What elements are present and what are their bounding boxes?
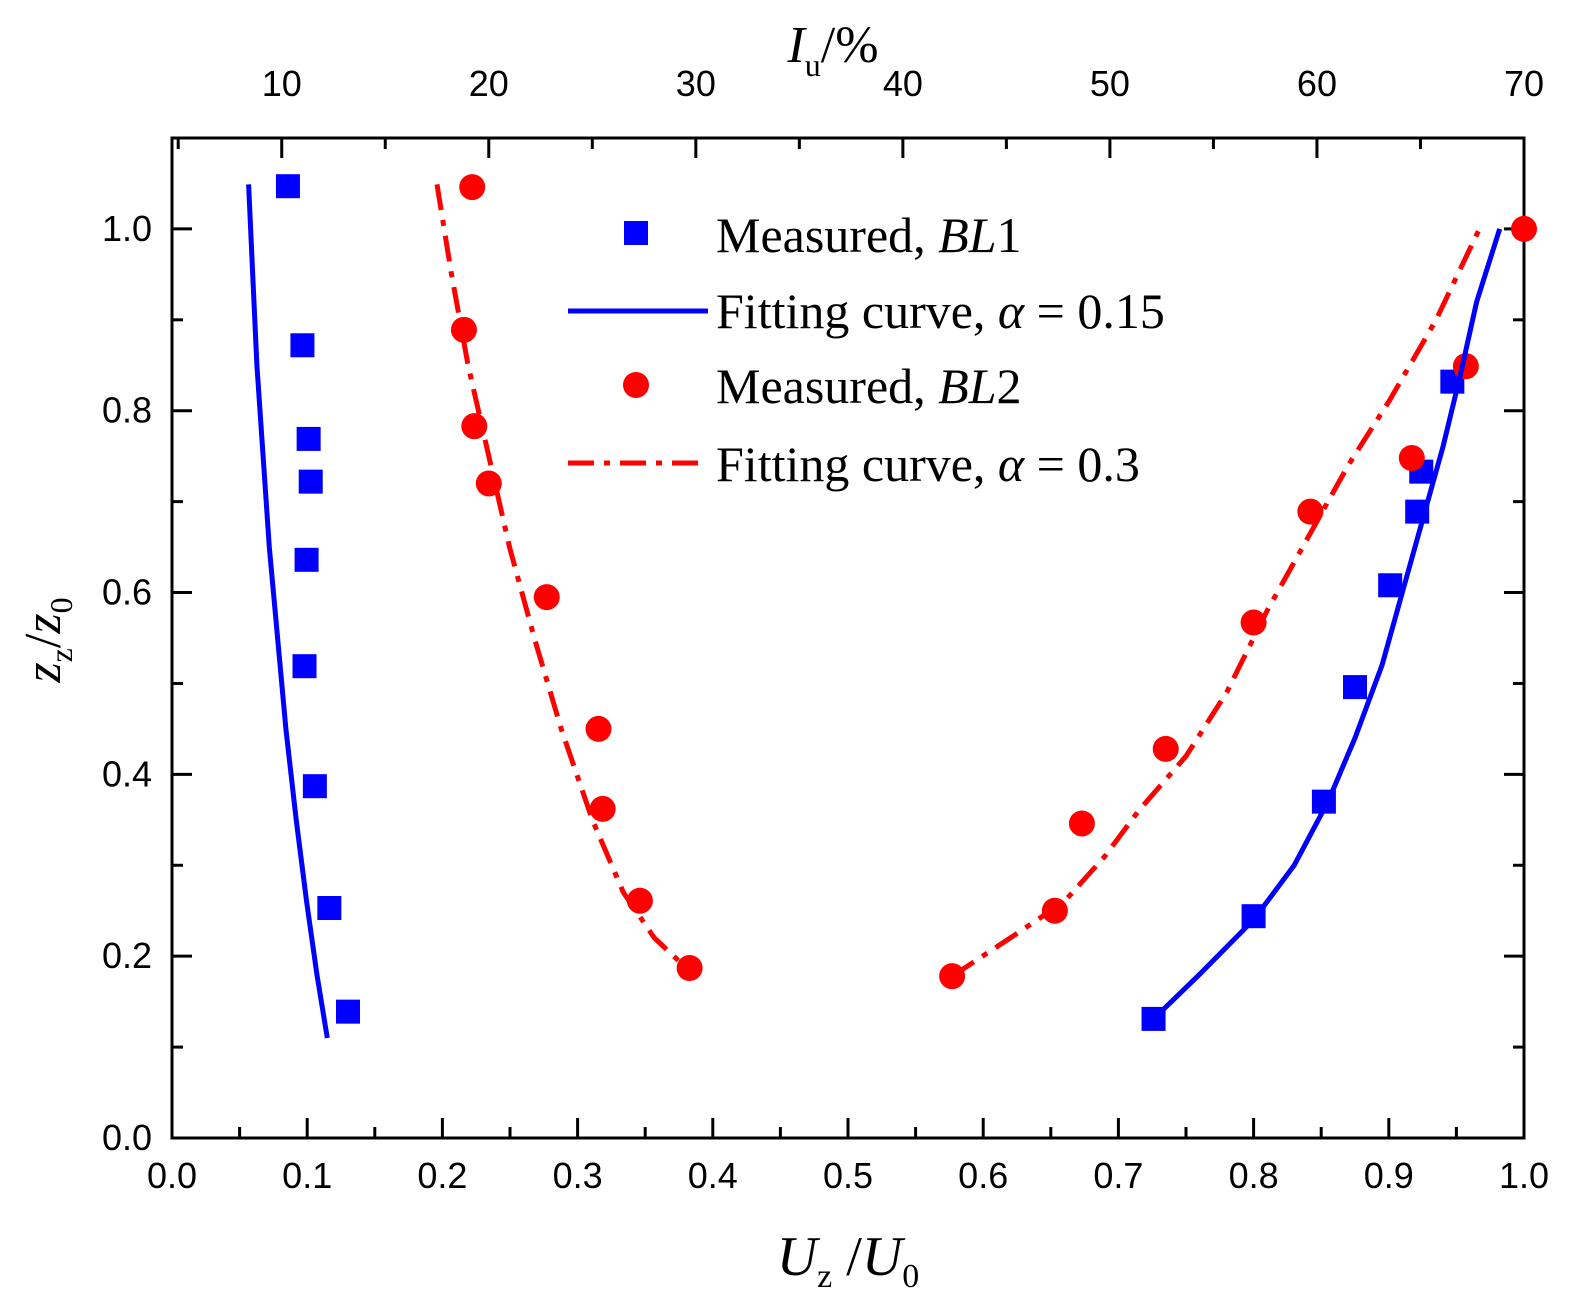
legend-label-bl1: Measured, BL1 <box>716 207 1022 263</box>
series-group <box>246 174 1537 1039</box>
tick-group: 0.0 0.1 0.2 0.3 0.4 0.5 0.6 0.7 0.8 0.9 1.0 10 20 30 4… <box>102 63 1549 1196</box>
x-bottom-tick-label: 0.7 <box>1093 1155 1143 1196</box>
data-point-bl1 <box>1378 573 1403 598</box>
data-point-bl2 <box>1152 735 1179 762</box>
x-bottom-tick-label: 0.5 <box>823 1155 873 1196</box>
legend-label-fit-015: Fitting curve, α = 0.15 <box>716 283 1165 339</box>
data-point-bl1 <box>296 426 321 451</box>
x-top-tick-label: 70 <box>1504 63 1544 104</box>
x-top-tick-label: 20 <box>469 63 509 104</box>
data-point-bl1 <box>1343 675 1367 700</box>
x-bottom-tick-label: 0.9 <box>1364 1155 1414 1196</box>
x-bottom-tick-label: 0.6 <box>958 1155 1008 1196</box>
x-top-tick-label: 60 <box>1297 63 1337 104</box>
legend: Measured, BL1 Fitting curve, α = 0.15 Me… <box>568 207 1165 492</box>
x-top-tick-label: 50 <box>1090 63 1130 104</box>
x-bottom-tick-label: 0.4 <box>688 1155 738 1196</box>
x-bottom-title-sub: z <box>817 1258 832 1295</box>
x-bottom-tick-label: 0.8 <box>1229 1155 1279 1196</box>
fit-curve-alpha-0.15 <box>1151 228 1503 1021</box>
data-point-bl1 <box>298 469 323 494</box>
y-title-main2: z <box>15 613 72 634</box>
y-tick-label: 0.8 <box>102 390 152 431</box>
x-top-tick-label: 40 <box>883 63 923 104</box>
legend-label-fit-03: Fitting curve, α = 0.3 <box>716 436 1140 492</box>
legend-marker-bl1 <box>624 221 648 245</box>
y-title-sep: / <box>15 633 72 648</box>
fit-curve-alpha-0.3 <box>950 227 1482 979</box>
x-bottom-title-main: U <box>777 1226 821 1288</box>
y-tick-label: 1.0 <box>102 208 152 249</box>
x-top-tick-label: 30 <box>676 63 716 104</box>
data-point-bl1 <box>275 174 300 199</box>
fit-curve-alpha-0.3 <box>434 184 686 968</box>
data-point-bl2 <box>450 316 477 343</box>
x-bottom-tick-label: 0.3 <box>553 1155 603 1196</box>
data-point-bl2 <box>589 795 616 822</box>
y-tick-label: 0.2 <box>102 935 152 976</box>
y-title-sub: z <box>43 648 79 662</box>
legend-marker-bl2 <box>623 372 649 398</box>
x-bottom-title-sub2: 0 <box>902 1258 919 1295</box>
data-point-bl2 <box>533 584 560 611</box>
y-tick-label: 0.6 <box>102 572 152 613</box>
x-top-title-rest: /% <box>821 17 879 74</box>
x-bottom-axis-title: Uz /U0 <box>777 1226 920 1295</box>
x-top-title-main: I <box>786 17 807 74</box>
data-point-bl2 <box>585 715 612 742</box>
x-bottom-tick-label: 0.1 <box>282 1155 332 1196</box>
data-point-bl1 <box>317 896 342 920</box>
x-bottom-title-main2: U <box>862 1226 906 1288</box>
x-bottom-tick-label: 1.0 <box>1499 1155 1549 1196</box>
x-bottom-title-sep: / <box>832 1226 862 1288</box>
data-point-bl2 <box>1398 445 1425 471</box>
y-axis-title: zz/z0 <box>15 597 79 683</box>
data-point-bl2 <box>1511 215 1537 242</box>
data-point-bl2 <box>461 413 488 440</box>
y-tick-label: 0.4 <box>102 753 152 794</box>
data-point-bl2 <box>676 955 703 981</box>
y-tick-label: 0.0 <box>102 1117 152 1158</box>
x-bottom-tick-label: 0.2 <box>417 1155 467 1196</box>
x-top-title-sub: u <box>805 47 821 83</box>
legend-label-bl2: Measured, BL2 <box>716 358 1022 414</box>
data-point-bl1 <box>292 654 317 679</box>
fit-curve-alpha-0.15 <box>246 184 330 1039</box>
data-point-bl2 <box>1068 810 1095 837</box>
x-bottom-tick-label: 0.0 <box>147 1155 197 1196</box>
x-top-axis-title: Iu/% <box>786 17 878 83</box>
x-top-tick-label: 10 <box>262 63 302 104</box>
data-point-bl2 <box>459 174 486 201</box>
data-point-bl1 <box>302 774 327 799</box>
data-point-bl1 <box>290 333 315 358</box>
y-title-main: z <box>15 662 72 683</box>
data-point-bl1 <box>335 999 360 1024</box>
data-point-bl1 <box>294 547 319 572</box>
y-title-sub2: 0 <box>43 597 79 613</box>
